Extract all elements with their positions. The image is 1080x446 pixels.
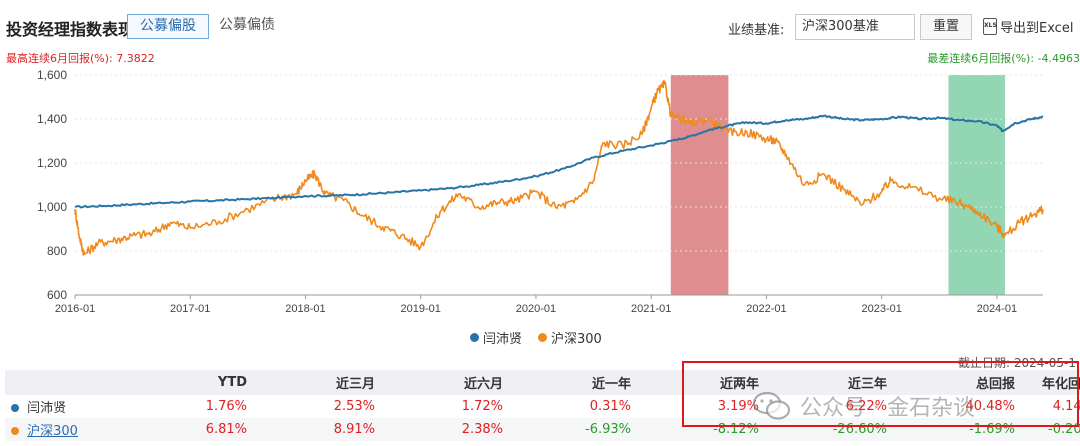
table-cell: 1.72% <box>461 399 503 414</box>
excel-file-icon: XLS <box>983 18 997 35</box>
legend-dot-icon <box>538 333 548 342</box>
y-tick-label: 1,200 <box>37 156 67 170</box>
row-name: 闫沛贤 <box>27 401 67 416</box>
table-row: 闫沛贤 1.76% 2.53% 1.72% 0.31% 3.19% 6.22% … <box>5 395 1080 418</box>
series-line-manager <box>74 114 1044 209</box>
x-tick-label: 2016-01 <box>55 303 95 315</box>
col-header-3y: 近三年 <box>765 370 893 395</box>
tab-equity-funds[interactable]: 公募偏股 <box>127 14 209 39</box>
col-header-name <box>5 370 125 395</box>
row-name-cell: 闫沛贤 <box>5 395 125 418</box>
watermark-text: 公众号 · 金石杂谈 <box>800 396 975 421</box>
x-tick-label: 2019-01 <box>401 303 441 315</box>
x-tick-label: 2018-01 <box>285 303 325 315</box>
table-cell: 40.48% <box>965 399 1015 414</box>
performance-table: YTD 近三月 近六月 近一年 近两年 近三年 总回报 年化回报 闫沛贤 1.7… <box>5 370 1080 441</box>
best-period-band <box>670 75 729 295</box>
table-cell: 2.53% <box>333 399 375 414</box>
legend-label: 闫沛贤 <box>483 332 523 347</box>
table-cell: 1.76% <box>205 399 247 414</box>
wechat-icon <box>752 391 791 420</box>
table-cell: 6.81% <box>125 418 253 441</box>
best-6m-return: 最高连续6月回报(%): 7.3822 <box>6 52 155 65</box>
export-excel-button[interactable]: XLS 导出到Excel <box>983 17 1073 36</box>
table-cell: 4.14% <box>1052 399 1080 414</box>
series-dot-icon <box>11 427 19 435</box>
x-tick-label: 2024-01 <box>977 303 1017 315</box>
table-cell: -6.93% <box>509 418 637 441</box>
y-tick-label: 1,600 <box>37 68 67 82</box>
page-title: 投资经理指数表现 <box>6 20 135 39</box>
y-tick-label: 800 <box>47 244 67 258</box>
x-tick-label: 2020-01 <box>516 303 556 315</box>
table-row: 沪深300 6.81% 8.91% 2.38% -6.93% -8.12% -2… <box>5 418 1080 441</box>
x-tick-label: 2021-01 <box>631 303 671 315</box>
watermark: 公众号 · 金石杂谈 <box>752 390 975 422</box>
header: 投资经理指数表现 公募偏股 公募偏债 业绩基准: 沪深300基准 重置 XLS … <box>0 0 1080 48</box>
col-header-annualized: 年化回报 <box>1021 370 1080 395</box>
x-tick-label: 2023-01 <box>861 303 901 315</box>
row-name[interactable]: 沪深300 <box>27 424 78 439</box>
y-tick-label: 1,400 <box>37 112 67 126</box>
legend-item-manager[interactable]: 闫沛贤 <box>470 328 522 347</box>
series-line-index <box>74 79 1044 256</box>
table-cell: 6.22% <box>845 399 887 414</box>
col-header-total: 总回报 <box>893 370 1021 395</box>
table-cell: 8.91% <box>253 418 381 441</box>
col-header-1y: 近一年 <box>509 370 637 395</box>
col-header-2y: 近两年 <box>637 370 765 395</box>
table-header-row: YTD 近三月 近六月 近一年 近两年 近三年 总回报 年化回报 <box>5 370 1080 395</box>
x-tick-label: 2017-01 <box>170 303 210 315</box>
col-header-3m: 近三月 <box>253 370 381 395</box>
tab-bond-funds[interactable]: 公募偏债 <box>219 17 275 33</box>
export-excel-label: 导出到Excel <box>1000 21 1074 36</box>
row-name-cell: 沪深300 <box>5 418 125 441</box>
table-cell: 3.19% <box>717 399 759 414</box>
legend-dot-icon <box>470 333 479 342</box>
highlight-box <box>682 361 1079 427</box>
worst-6m-return: 最差连续6月回报(%): -4.4963 <box>927 52 1080 65</box>
as-of-date: 截止日期: 2024-05-1 <box>958 356 1076 370</box>
y-tick-label: 600 <box>47 288 67 302</box>
y-tick-label: 1,000 <box>37 200 67 214</box>
benchmark-label: 业绩基准: <box>728 23 785 38</box>
table-cell: 0.31% <box>589 399 631 414</box>
col-header-6m: 近六月 <box>381 370 509 395</box>
legend-item-index[interactable]: 沪深300 <box>538 328 602 347</box>
legend-label: 沪深300 <box>551 332 602 347</box>
x-tick-label: 2022-01 <box>746 303 786 315</box>
series-dot-icon <box>11 404 19 412</box>
performance-chart: 600 800 1,000 1,200 1,400 1,600 2016-01 2017-01… <box>37 68 1044 315</box>
chart-legend: 闫沛贤 沪深300 <box>470 328 602 347</box>
col-header-ytd: YTD <box>125 370 253 395</box>
table-cell: 2.38% <box>381 418 509 441</box>
benchmark-input[interactable]: 沪深300基准 <box>795 14 915 40</box>
worst-period-band <box>948 75 1005 295</box>
reset-button[interactable]: 重置 <box>920 14 972 40</box>
